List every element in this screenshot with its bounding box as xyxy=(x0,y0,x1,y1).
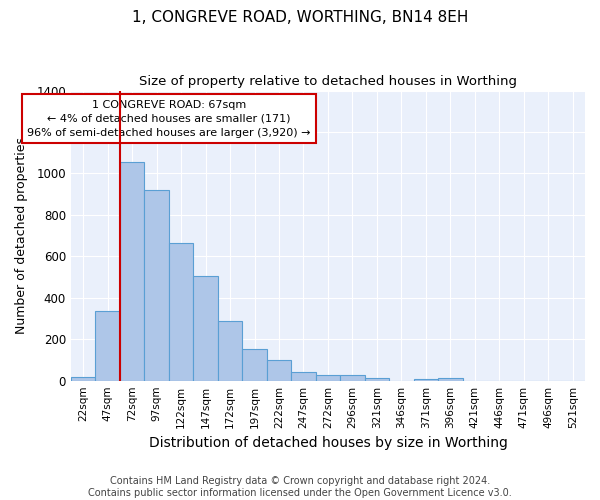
Bar xyxy=(340,376,365,380)
Y-axis label: Number of detached properties: Number of detached properties xyxy=(15,137,28,334)
Bar xyxy=(169,243,193,380)
Bar xyxy=(438,378,463,380)
Bar xyxy=(95,312,120,380)
X-axis label: Distribution of detached houses by size in Worthing: Distribution of detached houses by size … xyxy=(149,436,508,450)
Title: Size of property relative to detached houses in Worthing: Size of property relative to detached ho… xyxy=(139,75,517,88)
Bar xyxy=(71,376,95,380)
Bar xyxy=(145,190,169,380)
Bar xyxy=(218,320,242,380)
Bar xyxy=(365,378,389,380)
Bar xyxy=(120,162,145,380)
Bar xyxy=(316,376,340,380)
Text: 1 CONGREVE ROAD: 67sqm
← 4% of detached houses are smaller (171)
96% of semi-det: 1 CONGREVE ROAD: 67sqm ← 4% of detached … xyxy=(27,100,311,138)
Bar xyxy=(193,276,218,380)
Bar xyxy=(242,348,267,380)
Bar xyxy=(267,360,291,380)
Bar xyxy=(413,378,438,380)
Bar xyxy=(291,372,316,380)
Text: Contains HM Land Registry data © Crown copyright and database right 2024.
Contai: Contains HM Land Registry data © Crown c… xyxy=(88,476,512,498)
Text: 1, CONGREVE ROAD, WORTHING, BN14 8EH: 1, CONGREVE ROAD, WORTHING, BN14 8EH xyxy=(132,10,468,25)
